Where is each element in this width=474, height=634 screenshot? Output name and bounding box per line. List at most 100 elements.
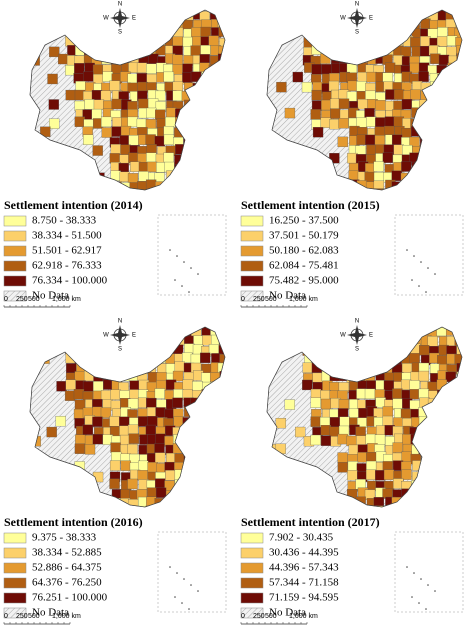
legend-label: 37.501 - 50.179: [269, 230, 339, 242]
map-region: [209, 487, 220, 499]
map-region: [219, 398, 225, 410]
map-region: [292, 71, 303, 83]
map-region: [154, 388, 166, 399]
map-region: [375, 370, 386, 382]
map-region: [200, 170, 211, 181]
map-region: [82, 381, 94, 392]
map-region: [373, 497, 385, 507]
map-region: [456, 145, 462, 156]
map-region: [218, 506, 225, 507]
map-region: [110, 364, 121, 375]
map-region: [82, 344, 93, 355]
map-region: [109, 80, 120, 91]
map-region: [382, 152, 394, 163]
scale-label: 1,000 km: [52, 613, 81, 620]
map-region: [375, 117, 386, 128]
map-region: [392, 506, 403, 507]
compass-star: [347, 325, 367, 345]
map-region: [85, 327, 96, 337]
map-region: [172, 81, 184, 92]
map-region: [155, 109, 166, 120]
map-region: [410, 89, 421, 100]
map-region: [393, 334, 405, 346]
map-region: [456, 110, 462, 121]
map-region: [128, 152, 139, 163]
scale-label: 250: [253, 613, 265, 620]
map-region: [337, 38, 348, 49]
island: [181, 285, 183, 287]
legend-label: No Data: [269, 290, 306, 302]
map-region: [209, 433, 220, 445]
map-region: [208, 398, 219, 409]
map-region: [211, 98, 222, 110]
map-region: [164, 496, 175, 507]
map-region: [218, 81, 225, 92]
map-region: [401, 469, 412, 480]
map-region: [436, 36, 448, 47]
map-region: [191, 136, 202, 147]
map-region: [209, 409, 220, 420]
map-region: [174, 469, 186, 480]
map-region: [173, 17, 184, 28]
map-region: [183, 452, 195, 463]
legend-label: 57.344 - 71.158: [269, 577, 339, 589]
map-region: [202, 335, 213, 346]
map-region: [209, 73, 221, 84]
map-region: [220, 98, 225, 110]
legend-swatch: [240, 230, 264, 242]
map-region: [337, 433, 348, 445]
map-region: [219, 90, 225, 101]
compass-e: E: [132, 333, 136, 339]
map-region: [429, 425, 440, 436]
island: [425, 291, 427, 293]
compass-w: W: [340, 333, 346, 339]
island: [427, 584, 429, 586]
map-region: [456, 379, 462, 390]
map-region: [329, 417, 341, 428]
map-region: [145, 27, 157, 38]
map-region: [173, 327, 184, 337]
map-region: [73, 388, 85, 400]
map-region: [155, 20, 166, 31]
map-region: [382, 505, 394, 507]
map-region: [392, 189, 403, 190]
map-region: [375, 470, 386, 481]
map-region: [100, 345, 111, 357]
map-region: [409, 62, 420, 74]
map-region: [217, 136, 225, 147]
map-region: [111, 98, 122, 110]
legend-swatch: [240, 562, 264, 574]
map-region: [74, 116, 86, 127]
map-region: [190, 353, 202, 365]
map-region: [454, 327, 462, 338]
map-region: [121, 336, 132, 347]
map-region: [127, 424, 139, 435]
map-region: [137, 46, 148, 57]
map-region: [312, 127, 324, 138]
map-region: [93, 381, 104, 392]
island: [427, 267, 429, 269]
map-region: [446, 100, 457, 111]
island: [411, 596, 413, 598]
map-region: [147, 416, 158, 427]
legend-label: No Data: [269, 607, 306, 619]
map-region: [146, 397, 157, 409]
map-region: [438, 408, 449, 420]
scale-label: 0: [4, 613, 8, 620]
map-region: [401, 451, 412, 462]
map-region: [165, 470, 176, 481]
map-region: [428, 119, 440, 130]
map-region: [418, 416, 430, 427]
map-region: [73, 408, 85, 420]
map-region: [120, 460, 131, 471]
map-region: [138, 327, 149, 338]
map-region: [199, 163, 210, 174]
map-region: [267, 36, 277, 47]
map-region: [303, 181, 314, 190]
map-region: [165, 334, 176, 346]
legend-label: 71.159 - 94.595: [269, 592, 339, 604]
compass-s: S: [118, 30, 122, 36]
map-region: [302, 379, 313, 391]
map-region: [446, 82, 457, 93]
map-region: [182, 181, 194, 190]
